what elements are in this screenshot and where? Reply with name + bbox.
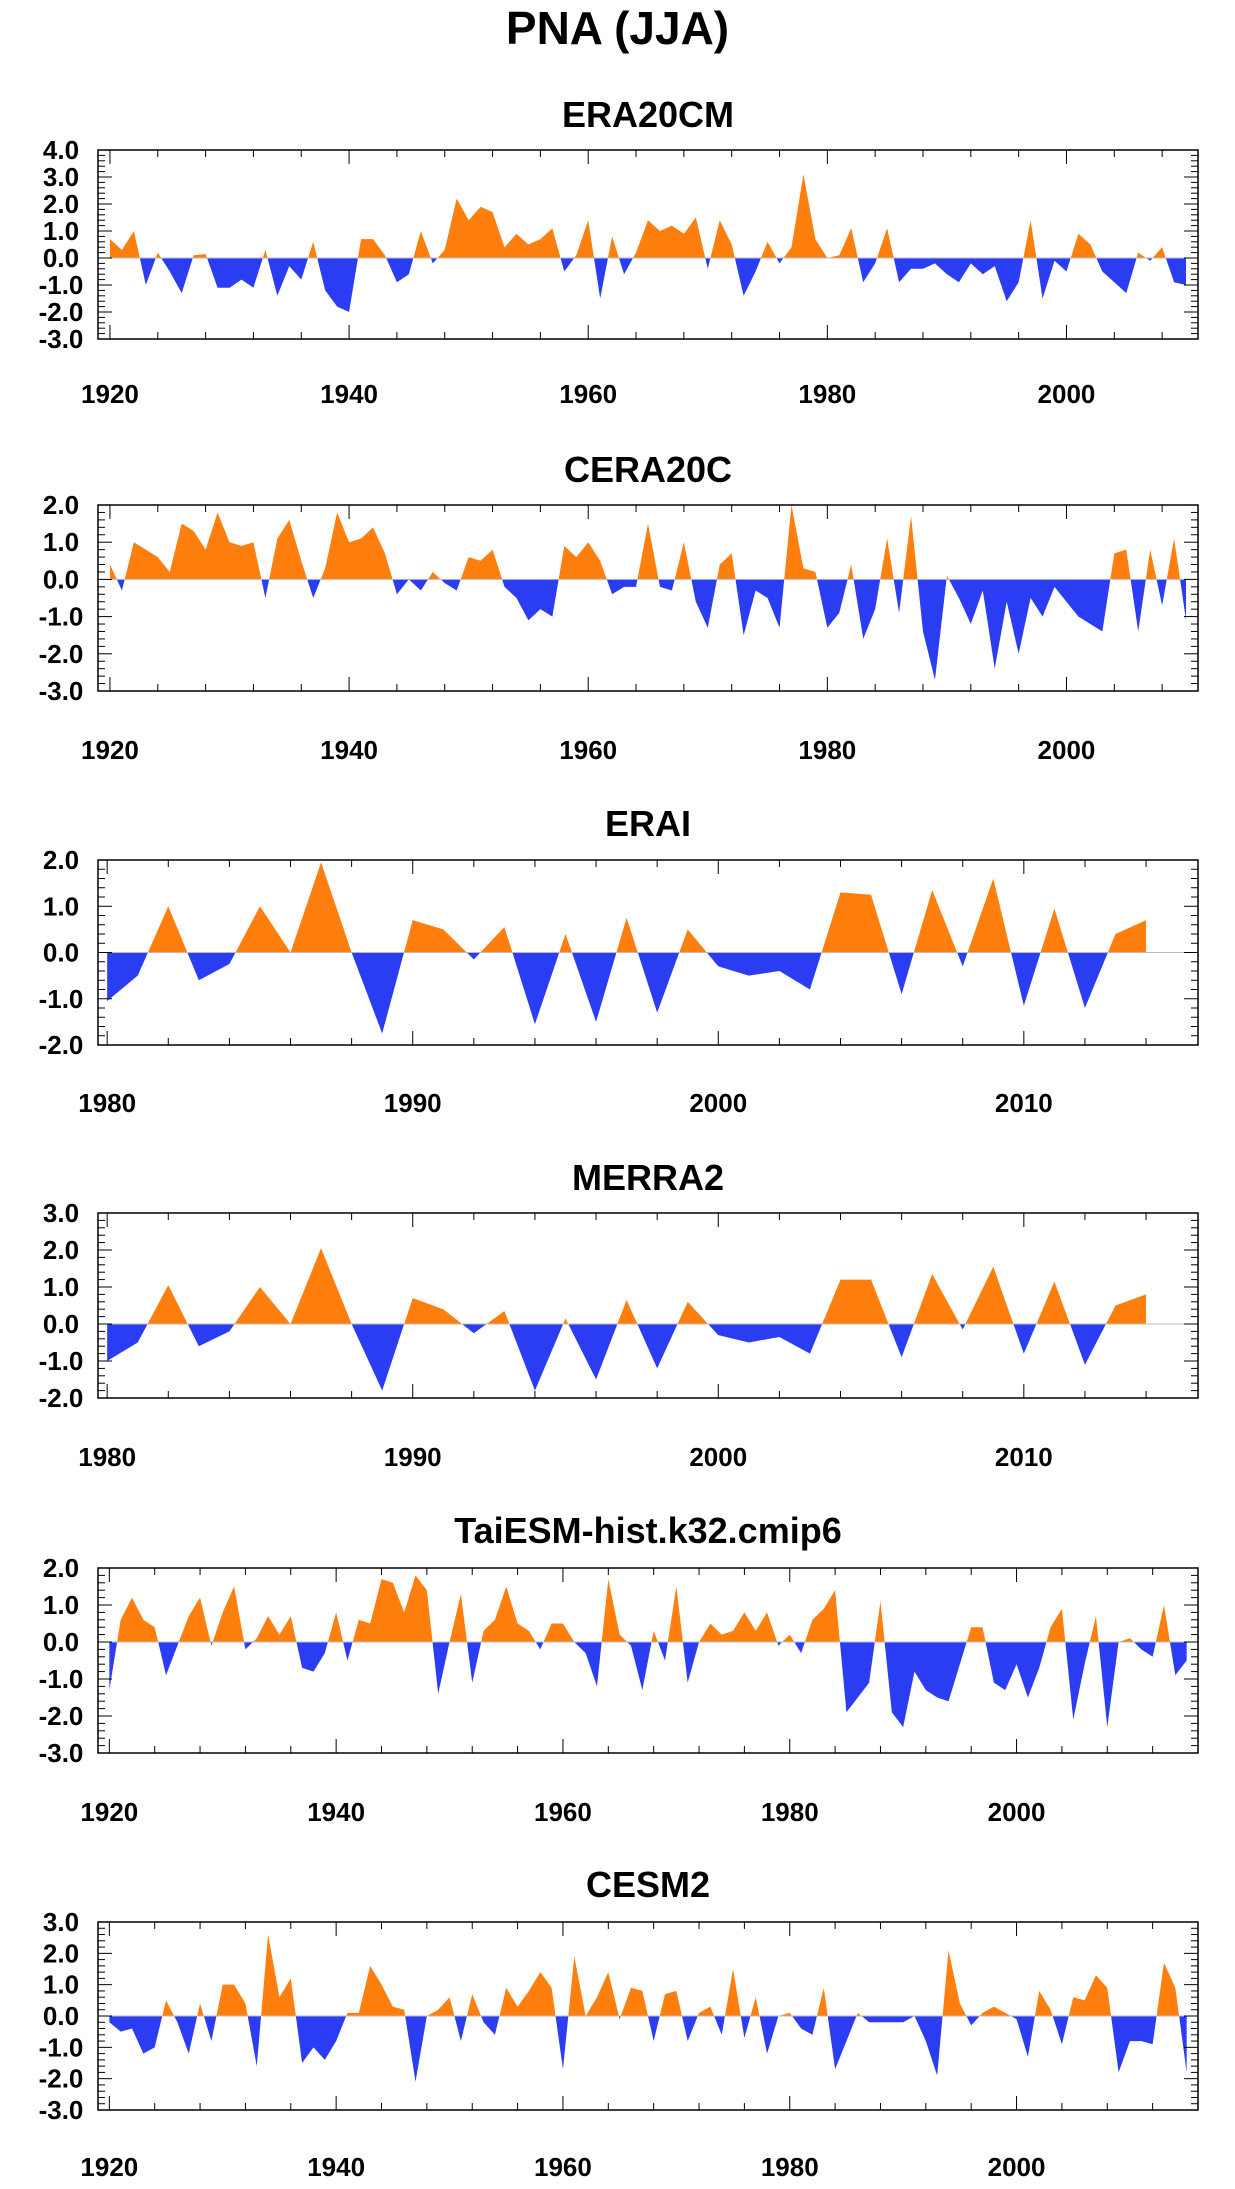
x-tick-label: 1960 — [559, 379, 617, 409]
x-tick-label: 1920 — [81, 735, 139, 765]
y-tick-label: 4.0 — [43, 135, 79, 165]
y-tick-label: -2.0 — [39, 297, 84, 327]
y-tick-label: 1.0 — [43, 1590, 79, 1620]
y-tick-label: 2.0 — [43, 845, 79, 875]
y-tick-label: -3.0 — [39, 2095, 84, 2125]
negative-area — [109, 258, 1187, 312]
panel-title: TaiESM-hist.k32.cmip6 — [454, 1510, 841, 1551]
positive-area — [109, 505, 1187, 580]
panel-5: TaiESM-hist.k32.cmip6 2.0 1.0 0.0 -1.0 -2.0 -3… — [39, 1510, 1199, 1827]
x-tick-label: 1980 — [798, 379, 856, 409]
x-tick-label: 1980 — [78, 1442, 136, 1472]
x-tick-label: 2000 — [988, 1797, 1046, 1827]
x-tick-label: 1980 — [78, 1088, 136, 1118]
y-tick-label: 3.0 — [43, 162, 79, 192]
y-tick-label: 2.0 — [43, 189, 79, 219]
y-tick-label: -2.0 — [39, 639, 84, 669]
panel-frame — [97, 149, 1199, 340]
positive-area — [109, 1934, 1187, 2016]
positive-area — [107, 862, 1147, 953]
panel-title: ERA20CM — [562, 94, 734, 135]
negative-area — [109, 1642, 1187, 1728]
x-tick-label: 1980 — [798, 735, 856, 765]
y-tick-label: -1.0 — [39, 602, 84, 632]
panel-6: CESM2 3.02.01.00.0-1.0-2.0-3.0 1920 1940 196… — [39, 1864, 1199, 2182]
positive-area — [107, 1248, 1147, 1324]
y-tick-label: 0.0 — [43, 243, 79, 273]
x-tick-label: 2010 — [995, 1088, 1053, 1118]
x-tick-label: 1940 — [307, 1797, 365, 1827]
x-tick-label: 2000 — [689, 1088, 747, 1118]
panel-frame — [97, 1567, 1199, 1754]
x-tick-label: 1920 — [80, 1797, 138, 1827]
figure-title: PNA (JJA) — [505, 2, 730, 54]
y-tick-label: 1.0 — [43, 527, 79, 557]
positive-area — [109, 174, 1187, 258]
y-tick-label: 2.0 — [43, 1553, 79, 1583]
panel-2: CERA20C 2.0 1.0 0.0 -1.0 -2.0 -3.0 1920 1940 1960… — [39, 449, 1199, 765]
x-tick-label: 1940 — [320, 735, 378, 765]
y-tick-label: 3.0 — [43, 1907, 79, 1937]
y-tick-label: -2.0 — [39, 1701, 84, 1731]
y-tick-label: -3.0 — [39, 676, 84, 706]
x-tick-label: 1920 — [81, 379, 139, 409]
panel-title: ERAI — [605, 803, 691, 844]
panel-1: ERA20CM 4.03.02.01.00.0-1.0-2.0-3.0 1920 19… — [39, 94, 1199, 409]
y-tick-label: 1.0 — [43, 891, 79, 921]
y-tick-label: 2.0 — [43, 1938, 79, 1968]
x-tick-label: 2000 — [1038, 735, 1096, 765]
x-tick-label: 1940 — [320, 379, 378, 409]
x-tick-label: 1960 — [534, 1797, 592, 1827]
y-tick-label: -2.0 — [39, 1030, 84, 1060]
y-tick-label: 0.0 — [43, 564, 79, 594]
negative-area — [109, 2016, 1187, 2082]
panel-4: MERRA2 3.0 2.0 1.0 0.0 -1.0 -2.0 1980 1990 2000 20… — [39, 1157, 1199, 1472]
x-tick-label: 2000 — [988, 2152, 1046, 2182]
x-tick-label: 1980 — [761, 2152, 819, 2182]
y-tick-label: -1.0 — [39, 2032, 84, 2062]
x-tick-label: 2000 — [689, 1442, 747, 1472]
y-tick-label: -3.0 — [39, 324, 84, 354]
y-tick-label: -1.0 — [39, 1664, 84, 1694]
y-tick-label: -2.0 — [39, 1383, 84, 1413]
y-tick-label: -1.0 — [39, 984, 84, 1014]
x-tick-label: 1920 — [80, 2152, 138, 2182]
y-tick-label: 1.0 — [43, 216, 79, 246]
y-tick-label: 1.0 — [43, 1970, 79, 2000]
x-tick-label: 1960 — [559, 735, 617, 765]
panel-3: ERAI 2.0 1.0 0.0 -1.0 -2.0 1980 1990 2000 2010 — [39, 803, 1199, 1118]
negative-area — [116, 579, 1187, 680]
y-tick-label: 2.0 — [43, 490, 79, 520]
panel-title: MERRA2 — [572, 1157, 724, 1198]
y-tick-label: -2.0 — [39, 2064, 84, 2094]
negative-area — [107, 952, 1147, 1034]
x-tick-label: 2010 — [995, 1442, 1053, 1472]
y-tick-label: -3.0 — [39, 1738, 84, 1768]
panel-frame — [97, 504, 1199, 692]
x-tick-label: 2000 — [1038, 379, 1096, 409]
y-tick-label: -1.0 — [39, 1346, 84, 1376]
panel-title: CESM2 — [586, 1864, 710, 1905]
y-tick-label: 1.0 — [43, 1272, 79, 1302]
y-tick-label: 2.0 — [43, 1235, 79, 1265]
x-tick-label: 1990 — [384, 1088, 442, 1118]
x-tick-label: 1980 — [761, 1797, 819, 1827]
panel-title: CERA20C — [564, 449, 732, 490]
x-tick-label: 1940 — [307, 2152, 365, 2182]
x-tick-label: 1990 — [384, 1442, 442, 1472]
y-tick-label: 0.0 — [43, 938, 79, 968]
positive-area — [109, 1575, 1187, 1642]
y-tick-label: 0.0 — [43, 2001, 79, 2031]
y-tick-label: 0.0 — [43, 1309, 79, 1339]
y-tick-label: -1.0 — [39, 270, 84, 300]
negative-area — [107, 1324, 1147, 1391]
panel-frame — [97, 1212, 1199, 1399]
y-tick-label: 3.0 — [43, 1198, 79, 1228]
x-tick-label: 1960 — [534, 2152, 592, 2182]
y-tick-label: 0.0 — [43, 1627, 79, 1657]
